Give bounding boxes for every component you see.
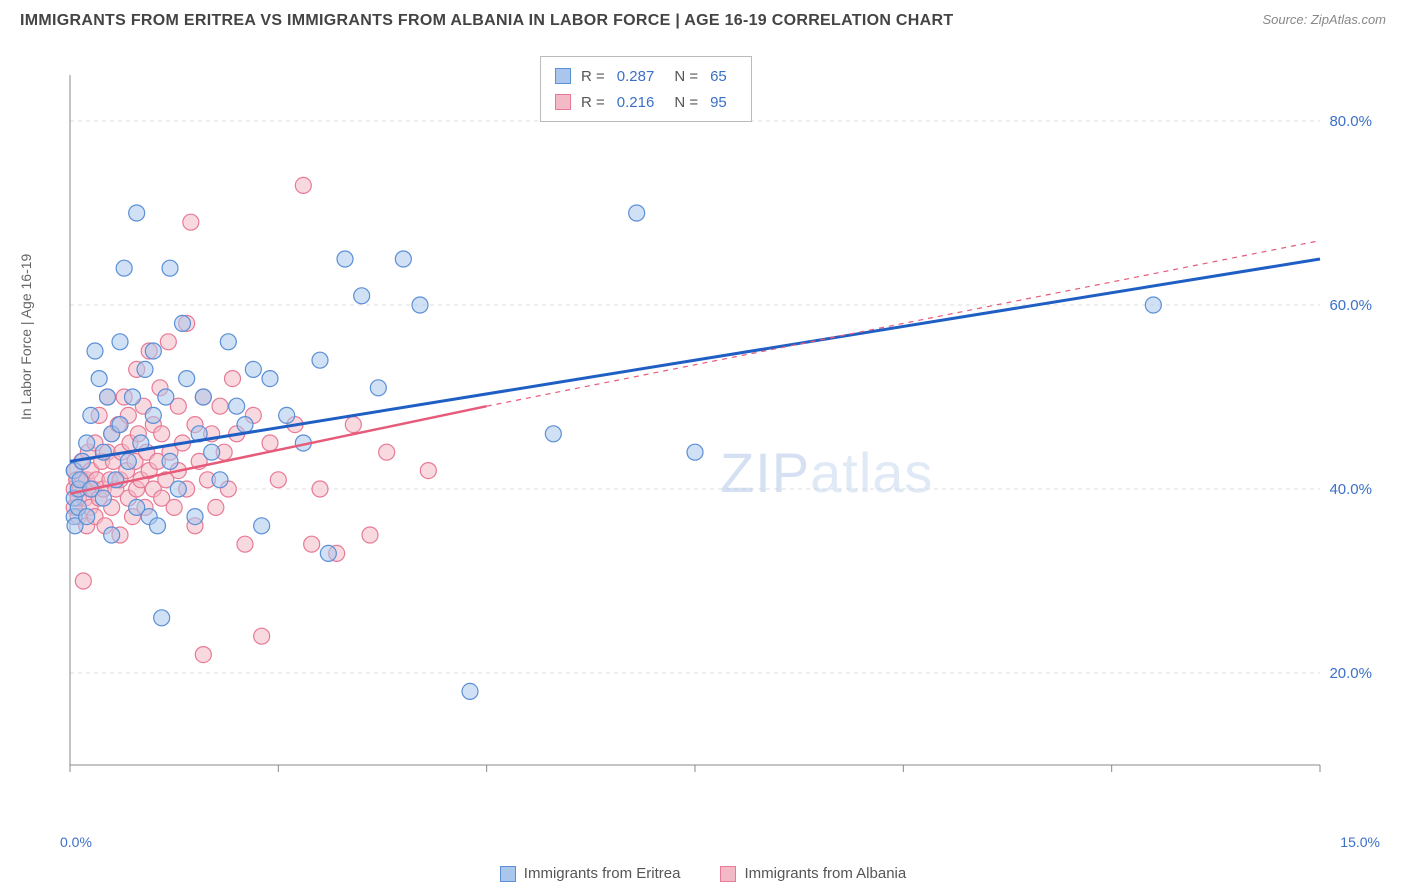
r-value: 0.287 <box>617 68 655 85</box>
legend-label: Immigrants from Eritrea <box>524 865 681 882</box>
source-attribution: Source: ZipAtlas.com <box>1262 12 1386 27</box>
legend-item: Immigrants from Albania <box>720 865 906 882</box>
r-label: R = <box>581 94 605 111</box>
n-label: N = <box>674 68 698 85</box>
n-value: 65 <box>710 68 727 85</box>
r-value: 0.216 <box>617 94 655 111</box>
n-label: N = <box>674 94 698 111</box>
x-min-label: 0.0% <box>60 834 92 850</box>
r-label: R = <box>581 68 605 85</box>
scatter-plot: 20.0% 40.0% 60.0% 80.0% <box>60 50 1380 810</box>
svg-text:40.0%: 40.0% <box>1329 481 1372 498</box>
header: IMMIGRANTS FROM ERITREA VS IMMIGRANTS FR… <box>0 0 1406 40</box>
swatch-icon <box>555 94 571 110</box>
x-axis-extent-labels: 0.0% 15.0% <box>60 834 1380 850</box>
legend-item: Immigrants from Eritrea <box>500 865 681 882</box>
n-value: 95 <box>710 94 727 111</box>
swatch-icon <box>555 68 571 84</box>
y-axis-label: In Labor Force | Age 16-19 <box>18 254 34 420</box>
chart-container: 20.0% 40.0% 60.0% 80.0% <box>60 50 1380 810</box>
x-max-label: 15.0% <box>1340 834 1380 850</box>
svg-text:80.0%: 80.0% <box>1329 113 1372 130</box>
swatch-icon <box>720 866 736 882</box>
chart-title: IMMIGRANTS FROM ERITREA VS IMMIGRANTS FR… <box>20 12 953 30</box>
legend-label: Immigrants from Albania <box>744 865 906 882</box>
correlation-legend: R = 0.287 N = 65 R = 0.216 N = 95 <box>540 56 752 122</box>
legend-row-eritrea: R = 0.287 N = 65 <box>555 63 737 89</box>
series-legend: Immigrants from Eritrea Immigrants from … <box>0 865 1406 882</box>
svg-text:60.0%: 60.0% <box>1329 297 1372 314</box>
legend-row-albania: R = 0.216 N = 95 <box>555 89 737 115</box>
svg-text:20.0%: 20.0% <box>1329 665 1372 682</box>
swatch-icon <box>500 866 516 882</box>
